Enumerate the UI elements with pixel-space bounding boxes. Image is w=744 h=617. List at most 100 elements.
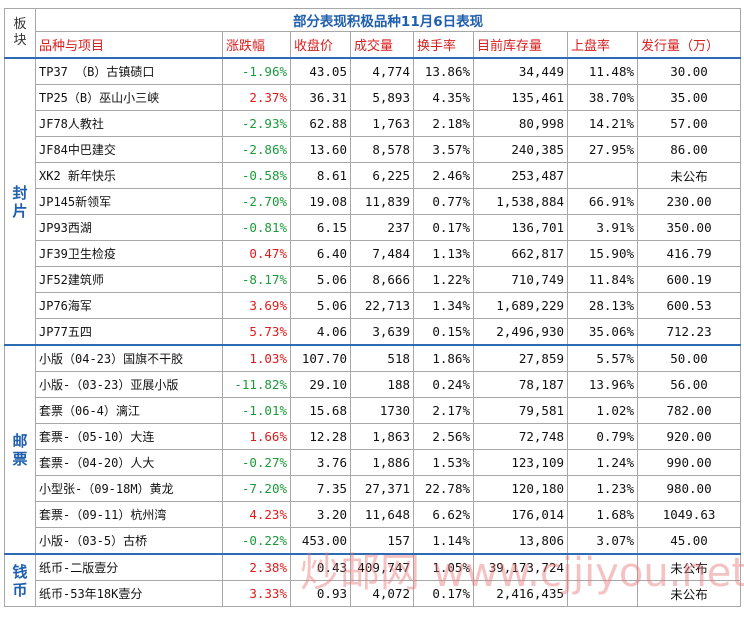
table-row: 钱币 纸币-二版壹分 2.38% 0.43 409,747 1.05% 39,173,724… xyxy=(4,553,742,607)
table-cell: 3,639 xyxy=(350,318,414,346)
table-title: 部分表现积极品种11月6日表现 xyxy=(34,8,742,32)
table-cell: 7.35 xyxy=(290,475,351,502)
table-cell: 453.00 xyxy=(290,527,351,555)
table-cell: 157 xyxy=(350,527,414,555)
table-cell: 3.69% xyxy=(222,292,291,319)
table-cell: 1.02% xyxy=(567,397,638,424)
table-cell: 1,763 xyxy=(350,110,414,137)
table-cell: -0.22% xyxy=(222,527,291,555)
table-cell: 27,859 xyxy=(473,344,568,372)
table-cell: 176,014 xyxy=(473,501,568,528)
table-cell: 0.77% xyxy=(413,188,474,215)
table-cell: 27,371 xyxy=(350,475,414,502)
table-cell: 12.28 xyxy=(290,423,351,450)
table-cell: 2.46% xyxy=(413,162,474,189)
table-row: 套票-（04-20）人大 -0.27% 3.76 1,886 1.53% 123,109 1… xyxy=(5,449,742,476)
table-cell: 小型张-（09-18M）黄龙 xyxy=(35,475,223,502)
table-cell: 3.91% xyxy=(567,214,638,241)
table-cell: 8.61 xyxy=(290,162,351,189)
table-cell: 6,225 xyxy=(350,162,414,189)
table-row: 小版-（03-5）古桥 -0.22% 453.00 157 1.14% 13,806 3.0… xyxy=(5,527,742,555)
table-cell: 1,689,229 xyxy=(473,292,568,319)
table-cell: 2,496,930 xyxy=(473,318,568,346)
table-cell: 15.90% xyxy=(567,240,638,267)
table-cell: 小版-（03-23）亚展小版 xyxy=(35,371,223,398)
table-cell: 11,839 xyxy=(350,188,414,215)
table-cell: 1.34% xyxy=(413,292,474,319)
table-cell: 662,817 xyxy=(473,240,568,267)
table-cell: 未公布 xyxy=(636,162,742,189)
table-cell: -2.93% xyxy=(222,110,291,137)
table-cell: 3.57% xyxy=(413,136,474,163)
table-row: 套票（06-4）漓江 -1.01% 15.68 1730 2.17% 79,581 1.02… xyxy=(5,397,742,424)
table-cell: 11.48% xyxy=(567,57,638,85)
column-header: 目前库存量 xyxy=(473,31,568,59)
table-row: 封片 TP37 （B）古镇碛口 -1.96% 43.05 4,774 13.86% 34,4… xyxy=(4,57,742,346)
table-cell: 3.07% xyxy=(567,527,638,555)
column-header: 换手率 xyxy=(413,31,474,59)
table-cell: 4,072 xyxy=(350,580,414,607)
data-table: 板块 部分表现积极品种11月6日表现 品种与项目 涨跌幅 收盘价 成交量 换手率 目前库存量上… xyxy=(4,8,742,607)
table-row: JP76海军 3.69% 5.06 22,713 1.34% 1,689,229 28.13… xyxy=(5,292,742,319)
table-cell: JF52建筑师 xyxy=(35,266,223,293)
table-cell: 套票-（05-10）大连 xyxy=(35,423,223,450)
table-cell xyxy=(567,553,638,581)
table-cell: 188 xyxy=(350,371,414,398)
table-cell: 0.24% xyxy=(413,371,474,398)
table-cell: 710,749 xyxy=(473,266,568,293)
table-row: 小版-（03-23）亚展小版 -11.82% 29.10 188 0.24% 78,187… xyxy=(5,371,742,398)
table-cell: 1730 xyxy=(350,397,414,424)
table-cell: JF39卫生检疫 xyxy=(35,240,223,267)
table-cell: JF78人教社 xyxy=(35,110,223,137)
table-cell: 4.35% xyxy=(413,84,474,111)
table-cell: -0.27% xyxy=(222,449,291,476)
table-cell: 6.62% xyxy=(413,501,474,528)
table-cell: 29.10 xyxy=(290,371,351,398)
table-cell: 35.06% xyxy=(567,318,638,346)
table-cell: -0.58% xyxy=(222,162,291,189)
table-cell: 6.15 xyxy=(290,214,351,241)
table-cell: 56.00 xyxy=(636,371,742,398)
table-cell: -1.01% xyxy=(222,397,291,424)
table-cell: 78,187 xyxy=(473,371,568,398)
table-cell: 136,701 xyxy=(473,214,568,241)
table-cell: 2.38% xyxy=(222,553,291,581)
table-cell: 14.21% xyxy=(567,110,638,137)
table-cell: 1.68% xyxy=(567,501,638,528)
table-cell: 22,713 xyxy=(350,292,414,319)
table-cell: 8,578 xyxy=(350,136,414,163)
table-cell: 80,998 xyxy=(473,110,568,137)
table-row: 小型张-（09-18M）黄龙 -7.20% 7.35 27,371 22.78% 120,… xyxy=(5,475,742,502)
table-cell: TP25（B）巫山小三峡 xyxy=(35,84,223,111)
table-cell: -1.96% xyxy=(222,57,291,85)
table-cell: 1.66% xyxy=(222,423,291,450)
table-cell: 1049.63 xyxy=(636,501,742,528)
table-cell: 1.14% xyxy=(413,527,474,555)
group-label: 邮票 xyxy=(4,344,36,555)
table-cell: 36.31 xyxy=(290,84,351,111)
table-cell: 0.47% xyxy=(222,240,291,267)
table-row: XK2 新年快乐 -0.58% 8.61 6,225 2.46% 253,487 未公布 xyxy=(5,162,742,189)
table-cell: 45.00 xyxy=(636,527,742,555)
table-cell: 5.06 xyxy=(290,292,351,319)
table-cell: 19.08 xyxy=(290,188,351,215)
table-cell: 66.91% xyxy=(567,188,638,215)
table-cell: 1.03% xyxy=(222,344,291,372)
table-cell: 1.22% xyxy=(413,266,474,293)
table-cell: 1.13% xyxy=(413,240,474,267)
table-cell: 1.86% xyxy=(413,344,474,372)
table-cell: 28.13% xyxy=(567,292,638,319)
table-cell: 0.93 xyxy=(290,580,351,607)
table-cell: 980.00 xyxy=(636,475,742,502)
table-cell: -8.17% xyxy=(222,266,291,293)
table-cell: 1,886 xyxy=(350,449,414,476)
table-cell: 2.18% xyxy=(413,110,474,137)
table-cell: 5,893 xyxy=(350,84,414,111)
table-cell: 套票-（04-20）人大 xyxy=(35,449,223,476)
header-row: 品种与项目 涨跌幅 收盘价 成交量 换手率 目前库存量 上盘率 发行量（万） xyxy=(5,31,742,59)
table-cell: 135,461 xyxy=(473,84,568,111)
table-cell: 0.15% xyxy=(413,318,474,346)
table-cell: 13.86% xyxy=(413,57,474,85)
table-cell: 0.43 xyxy=(290,553,351,581)
